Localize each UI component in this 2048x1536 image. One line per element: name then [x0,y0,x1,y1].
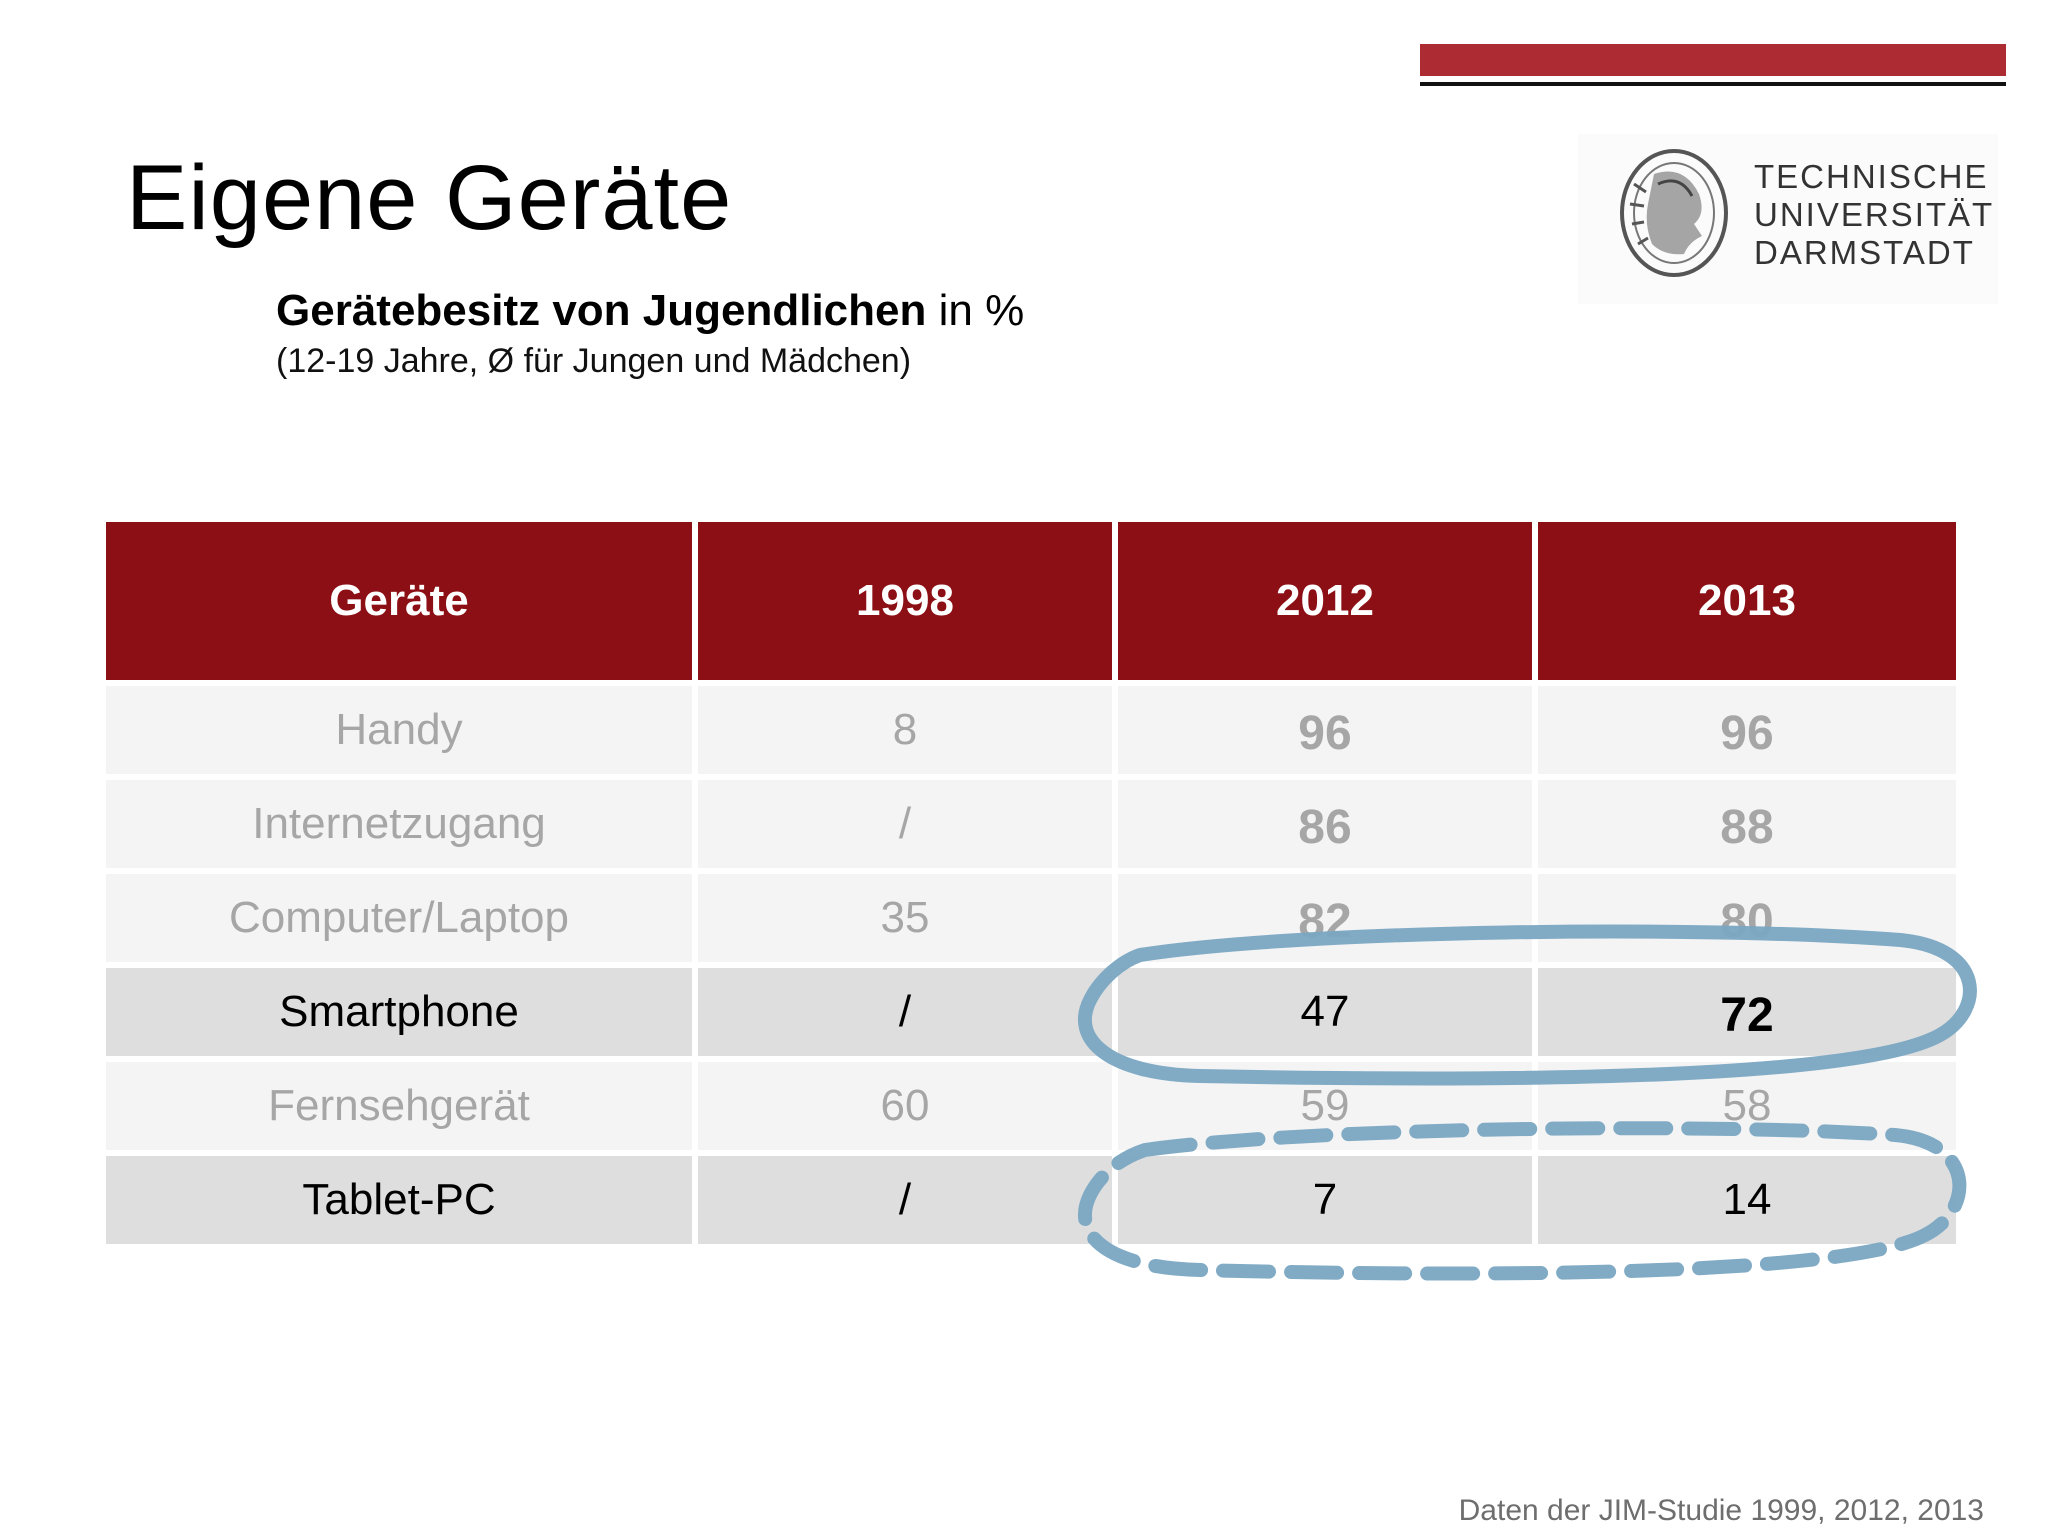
cell-2013: 58 [1538,1062,1956,1150]
table-row: Computer/Laptop 35 82 80 [106,874,1956,968]
cell-device: Smartphone [106,968,692,1056]
cell-1998: / [698,968,1112,1056]
page-title: Eigene Geräte [126,147,733,249]
subtitle-unit: in % [926,286,1025,335]
cell-1998: 8 [698,686,1112,774]
university-logo: TECHNISCHE UNIVERSITÄT DARMSTADT [1578,134,1998,304]
device-ownership-table: Geräte 1998 2012 2013 Handy 8 96 96 Inte… [106,522,1956,1250]
subtitle-note: (12-19 Jahre, Ø für Jungen und Mädchen) [276,342,912,380]
logo-line-1: TECHNISCHE [1754,158,1989,195]
logo-text: TECHNISCHE UNIVERSITÄT DARMSTADT [1754,158,1994,272]
cell-1998: / [698,1156,1112,1244]
cell-device: Fernsehgerät [106,1062,692,1150]
table-row: Handy 8 96 96 [106,686,1956,780]
source-footer: Daten der JIM-Studie 1999, 2012, 2013 [1458,1494,1984,1527]
cell-2013: 96 [1538,686,1956,774]
cell-2013: 80 [1538,874,1956,962]
logo-line-2: UNIVERSITÄT [1754,196,1995,233]
header-cell-2013: 2013 [1538,522,1956,680]
cell-2012: 86 [1118,780,1532,868]
table-row-highlighted: Tablet-PC / 7 14 [106,1156,1956,1250]
cell-device: Handy [106,686,692,774]
table-row: Fernsehgerät 60 59 58 [106,1062,1956,1156]
subtitle-bold: Gerätebesitz von Jugendlichen [276,286,927,335]
header-cell-2012: 2012 [1118,522,1532,680]
cell-2012: 59 [1118,1062,1532,1150]
cell-2012: 7 [1118,1156,1532,1244]
cell-device: Internetzugang [106,780,692,868]
table-row-highlighted: Smartphone / 47 72 [106,968,1956,1062]
cell-1998: 35 [698,874,1112,962]
cell-2013: 14 [1538,1156,1956,1244]
cell-device: Tablet-PC [106,1156,692,1244]
cell-2013: 72 [1538,968,1956,1056]
cell-2013: 88 [1538,780,1956,868]
header-cell-device: Geräte [106,522,692,680]
cell-2012: 47 [1118,968,1532,1056]
accent-line [1420,82,2006,86]
cell-1998: / [698,780,1112,868]
cell-device: Computer/Laptop [106,874,692,962]
cell-1998: 60 [698,1062,1112,1150]
logo-line-3: DARMSTADT [1754,234,1975,271]
header-cell-1998: 1998 [698,522,1112,680]
table-header-row: Geräte 1998 2012 2013 [106,522,1956,686]
athena-seal-icon [1620,149,1728,277]
cell-2012: 96 [1118,686,1532,774]
accent-bar [1420,44,2006,76]
table-row: Internetzugang / 86 88 [106,780,1956,874]
table-subtitle: Gerätebesitz von Jugendlichen in % [276,286,1024,336]
cell-2012: 82 [1118,874,1532,962]
